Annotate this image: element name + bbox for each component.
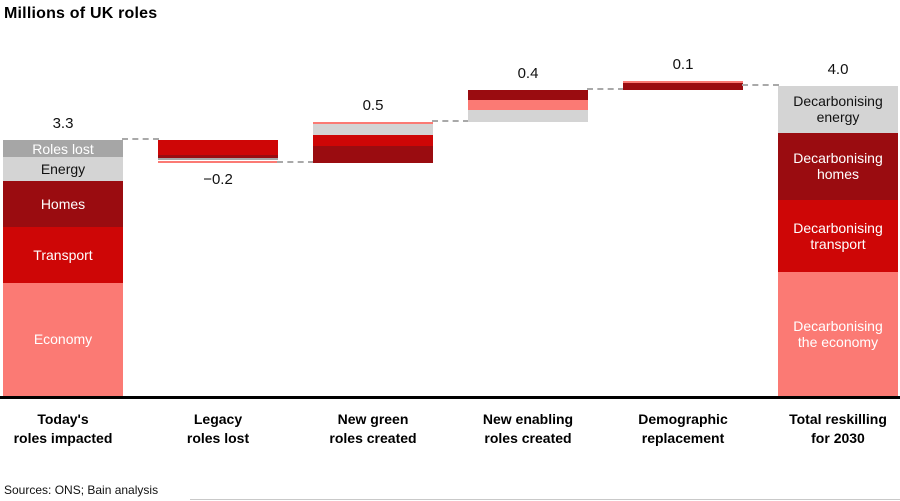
segment-economy-lost (158, 161, 278, 164)
segment-decarbonising-the-economy: Decarbonising the economy (778, 272, 898, 396)
connector-dashed-line (432, 120, 469, 123)
segment-transport-green (313, 135, 433, 147)
sources-note: Sources: ONS; Bain analysis (4, 483, 159, 497)
bar-legacy-roles-lost (158, 140, 278, 164)
bar-total-reskilling-for-2030: Decarbonising energy Decarbonising homes D… (778, 86, 898, 396)
segment-homes-enabling (468, 90, 588, 101)
segment-decarbonising-energy: Decarbonising energy (778, 86, 898, 133)
bar-new-green-roles-created (313, 122, 433, 164)
segment-homes-demo (623, 82, 743, 91)
segment-homes-lost (158, 154, 278, 159)
segment-transport-lost (158, 140, 278, 155)
segment-economy-demo (623, 81, 743, 83)
value-label: −0.2 (203, 171, 233, 189)
category-label-legacy-roles-lost: Legacy roles lost (186, 411, 250, 446)
segment-decarbonising-homes: Decarbonising homes (778, 132, 898, 200)
connector-dashed-line (742, 84, 779, 86)
segment-homes-green (313, 146, 433, 164)
value-label: 0.5 (362, 97, 384, 115)
bar-new-enabling-roles-created (468, 90, 588, 123)
value-label: 3.3 (52, 115, 74, 133)
value-label: 4.0 (827, 61, 849, 78)
connector-dashed-line (587, 88, 624, 91)
segment-roles-lost: Roles lost (3, 140, 123, 158)
segment-decarbonising-transport: Decarbonising transport (778, 199, 898, 272)
segment-economy-green (313, 122, 433, 124)
segment-energy-lost (158, 158, 278, 161)
category-label-new-green-roles-created: New green roles created (329, 411, 417, 446)
value-label: 0.4 (517, 65, 539, 83)
segment-economy: Economy (3, 282, 123, 396)
category-label-todays-roles-impacted: Today's roles impacted (13, 411, 113, 446)
segment-energy-enabling (468, 110, 588, 123)
x-axis-line (0, 396, 900, 399)
connector-dashed-line (122, 138, 159, 141)
segment-homes: Homes (3, 181, 123, 228)
value-label: 0.1 (672, 56, 694, 74)
segment-energy: Energy (3, 157, 123, 182)
connector-dashed-line (277, 161, 314, 164)
bottom-divider (190, 499, 900, 500)
segment-separator (158, 160, 278, 162)
segment-energy-green (313, 123, 433, 136)
category-label-demographic-replacement: Demographic replacement (638, 411, 728, 446)
segment-economy-enabling (468, 100, 588, 111)
category-label-new-enabling-roles-created: New enabling roles created (482, 411, 574, 446)
segment-transport: Transport (3, 227, 123, 283)
chart-title: Millions of UK roles (4, 5, 158, 22)
bar-demographic-replacement (623, 81, 743, 91)
category-label-total-reskilling-for-2030: Total reskilling for 2030 (789, 411, 887, 446)
bar-todays-roles-impacted: Roles lost Energy Homes Transport Economy (3, 140, 123, 396)
